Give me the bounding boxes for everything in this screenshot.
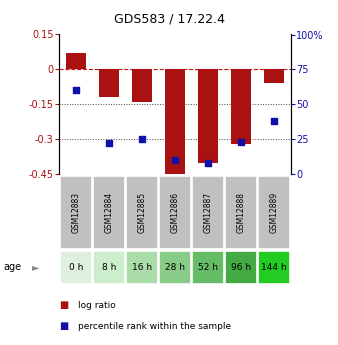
Point: [205, 160, 211, 166]
Bar: [225, 251, 257, 284]
Bar: [60, 176, 92, 249]
Bar: [93, 176, 125, 249]
Bar: [159, 251, 191, 284]
Text: 0 h: 0 h: [69, 263, 83, 272]
Text: GSM12883: GSM12883: [71, 191, 80, 233]
Bar: [198, 69, 218, 162]
Bar: [231, 69, 251, 144]
Bar: [132, 69, 152, 102]
Text: GSM12884: GSM12884: [104, 191, 113, 233]
Point: [238, 139, 244, 145]
Text: GDS583 / 17.22.4: GDS583 / 17.22.4: [114, 12, 224, 26]
Text: ►: ►: [32, 263, 39, 272]
Text: 16 h: 16 h: [132, 263, 152, 272]
Text: log ratio: log ratio: [78, 301, 116, 310]
Bar: [192, 251, 224, 284]
Text: ■: ■: [59, 321, 68, 331]
Text: ■: ■: [59, 300, 68, 310]
Point: [73, 88, 78, 93]
Bar: [258, 176, 290, 249]
Text: 8 h: 8 h: [102, 263, 116, 272]
Bar: [264, 69, 284, 83]
Bar: [126, 251, 158, 284]
Text: 144 h: 144 h: [261, 263, 287, 272]
Bar: [165, 69, 185, 179]
Bar: [225, 176, 257, 249]
Bar: [60, 251, 92, 284]
Point: [271, 118, 277, 124]
Text: GSM12889: GSM12889: [270, 191, 279, 233]
Text: age: age: [3, 263, 22, 272]
Bar: [258, 251, 290, 284]
Bar: [126, 176, 158, 249]
Bar: [159, 176, 191, 249]
Point: [106, 141, 112, 146]
Text: GSM12886: GSM12886: [170, 191, 179, 233]
Bar: [192, 176, 224, 249]
Text: percentile rank within the sample: percentile rank within the sample: [78, 322, 231, 331]
Bar: [99, 69, 119, 97]
Text: 96 h: 96 h: [231, 263, 251, 272]
Text: 52 h: 52 h: [198, 263, 218, 272]
Text: GSM12888: GSM12888: [237, 192, 246, 233]
Point: [139, 137, 145, 142]
Text: GSM12887: GSM12887: [203, 191, 213, 233]
Text: 28 h: 28 h: [165, 263, 185, 272]
Bar: [93, 251, 125, 284]
Bar: [66, 53, 86, 69]
Point: [172, 157, 177, 163]
Text: GSM12885: GSM12885: [137, 191, 146, 233]
